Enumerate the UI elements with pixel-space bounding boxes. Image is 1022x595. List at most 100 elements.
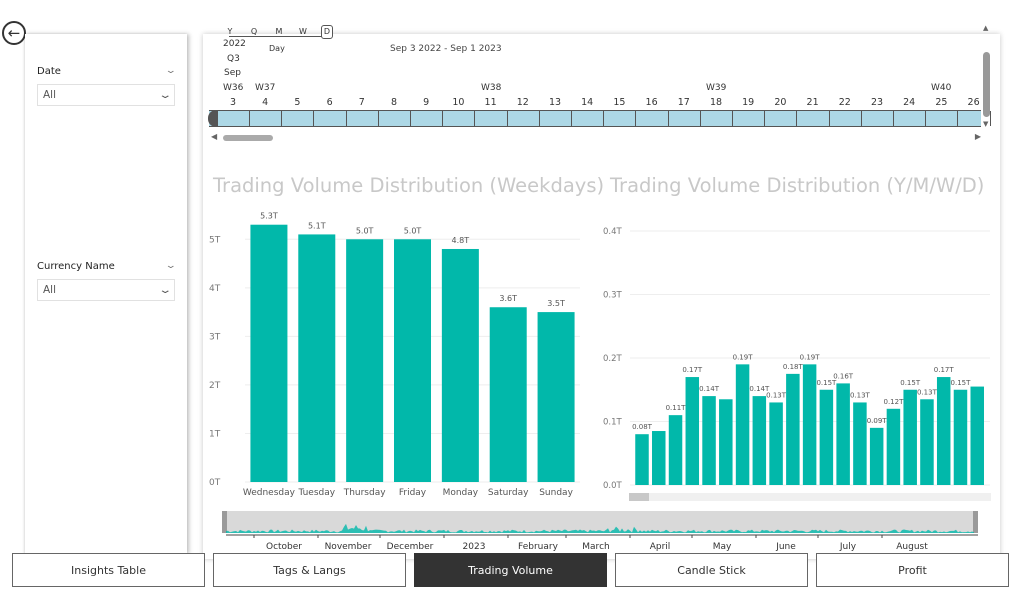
bar[interactable] [441,248,479,482]
navigator-left-handle[interactable] [222,511,227,533]
timeline-day-label[interactable]: 9 [423,97,430,108]
tab-insights-table[interactable]: Insights Table [12,553,205,587]
timeline-day-label[interactable]: 8 [390,97,398,108]
timeline-day-label[interactable]: 6 [326,97,333,108]
bar[interactable] [752,396,767,485]
bar[interactable] [298,234,336,482]
bar[interactable] [394,239,431,482]
navigator-month-label: February [518,542,559,551]
navigator-range-selector[interactable] [222,511,978,533]
bar[interactable] [635,434,649,485]
scroll-thumb[interactable] [983,52,990,117]
scroll-right-icon[interactable]: ▶ [974,132,981,141]
scroll-thumb[interactable] [223,135,273,141]
date-dropdown[interactable]: All ⌄ [37,84,175,106]
timeline-day-label[interactable]: 3 [229,97,237,108]
date-slicer-label: Date [37,65,61,77]
tab-trading-volume[interactable]: Trading Volume [414,553,607,587]
currency-dropdown[interactable]: All ⌄ [37,279,175,301]
data-label: 0.09T [867,417,888,425]
timeline-day-label[interactable]: 26 [967,97,980,108]
filter-panel: Date ⌄ All ⌄ Currency Name ⌄ All ⌄ [25,34,187,554]
timeline-day-label[interactable]: 16 [645,97,658,108]
timeline-bar[interactable] [209,110,991,127]
bar[interactable] [537,312,575,482]
chart-scroll-thumb[interactable] [629,493,649,501]
bar[interactable] [702,396,716,485]
timeline-day-label[interactable]: 4 [262,97,269,108]
bar[interactable] [869,427,884,485]
bar[interactable] [786,373,800,485]
tab-tags-langs[interactable]: Tags & Langs [213,553,406,587]
granularity-quarter[interactable]: Q [250,27,258,36]
timeline-day-label[interactable]: 5 [294,97,301,108]
data-label: 5.0T [404,226,422,235]
back-arrow-icon[interactable]: ← [2,21,26,45]
timeline-day-label[interactable]: 24 [903,97,916,108]
timeline-cell-divider [442,111,444,126]
bar[interactable] [735,364,750,485]
y-tick-label: 0.1T [603,418,623,428]
timeline-day-label[interactable]: 22 [838,97,851,108]
bar[interactable] [953,389,968,485]
bar[interactable] [836,383,850,485]
bar[interactable] [250,224,288,482]
timeline-range-handle[interactable] [208,110,218,127]
timeline-day-label[interactable]: 11 [484,97,497,108]
bar[interactable] [719,399,733,485]
bar[interactable] [802,364,817,485]
timeline-day-label[interactable]: 13 [548,97,562,108]
timeline-day-label[interactable]: 21 [806,97,819,108]
timeline-day-label[interactable]: 20 [774,97,787,108]
tab-candle-stick[interactable]: Candle Stick [615,553,808,587]
timeline-cell-divider [796,111,798,126]
scroll-up-icon[interactable]: ▲ [983,24,989,32]
timeline-day-label[interactable]: 25 [935,97,948,108]
bar[interactable] [920,399,934,485]
bar[interactable] [903,389,917,485]
collapse-chevron-icon[interactable]: ⌄ [165,66,178,76]
scroll-down-icon[interactable]: ▼ [983,120,989,128]
timeline-day-label[interactable]: 18 [709,97,723,108]
timeline-day-label[interactable]: 17 [677,97,690,108]
date-navigator[interactable]: October November December 2023 February March… [222,509,982,551]
bar[interactable] [769,402,783,485]
timeline-day-label[interactable]: 7 [358,97,365,108]
timeline-week: W39 [706,83,727,93]
bar[interactable] [489,307,527,482]
timeline-cell-divider [603,111,605,126]
timeline-cell-divider [313,111,315,126]
granularity-month[interactable]: M [275,27,283,36]
navigator-right-handle[interactable] [973,511,978,533]
timeline-day-label[interactable]: 10 [452,97,465,108]
granularity-year[interactable]: Y [227,27,233,36]
timeline-horizontal-scrollbar[interactable]: ◀ ▶ [211,132,981,141]
date-slicer: Date ⌄ All ⌄ [37,64,178,106]
timeline-day-label[interactable]: 19 [742,97,755,108]
timeline-day-label[interactable]: 23 [870,97,884,108]
data-label: 0.08T [632,423,653,431]
collapse-chevron-icon[interactable]: ⌄ [165,261,178,271]
bar[interactable] [685,377,700,485]
granularity-day[interactable]: D [321,25,333,39]
timeline-day-label[interactable]: 14 [581,97,594,108]
bar[interactable] [886,408,901,485]
bar[interactable] [970,386,984,485]
timeline-granularity-selector[interactable]: Y Q M W D Day [224,25,336,54]
bar[interactable] [668,415,683,485]
y-tick-label: 0.4T [603,227,623,237]
granularity-week[interactable]: W [299,27,307,36]
bar[interactable] [652,431,666,485]
bar[interactable] [346,239,384,482]
timeline-vertical-scrollbar[interactable]: ▲ ▼ [982,24,992,128]
scroll-left-icon[interactable]: ◀ [211,132,218,141]
timeline-day-label[interactable]: 12 [516,97,529,108]
bar[interactable] [853,402,867,485]
bar[interactable] [819,389,834,485]
timeline-cell-divider [506,111,508,126]
bar[interactable] [936,377,951,485]
tab-profit[interactable]: Profit [816,553,1009,587]
chart-horizontal-scrollbar[interactable] [629,493,991,501]
navigator-month-label: June [775,542,796,551]
timeline-day-label[interactable]: 15 [613,97,626,108]
